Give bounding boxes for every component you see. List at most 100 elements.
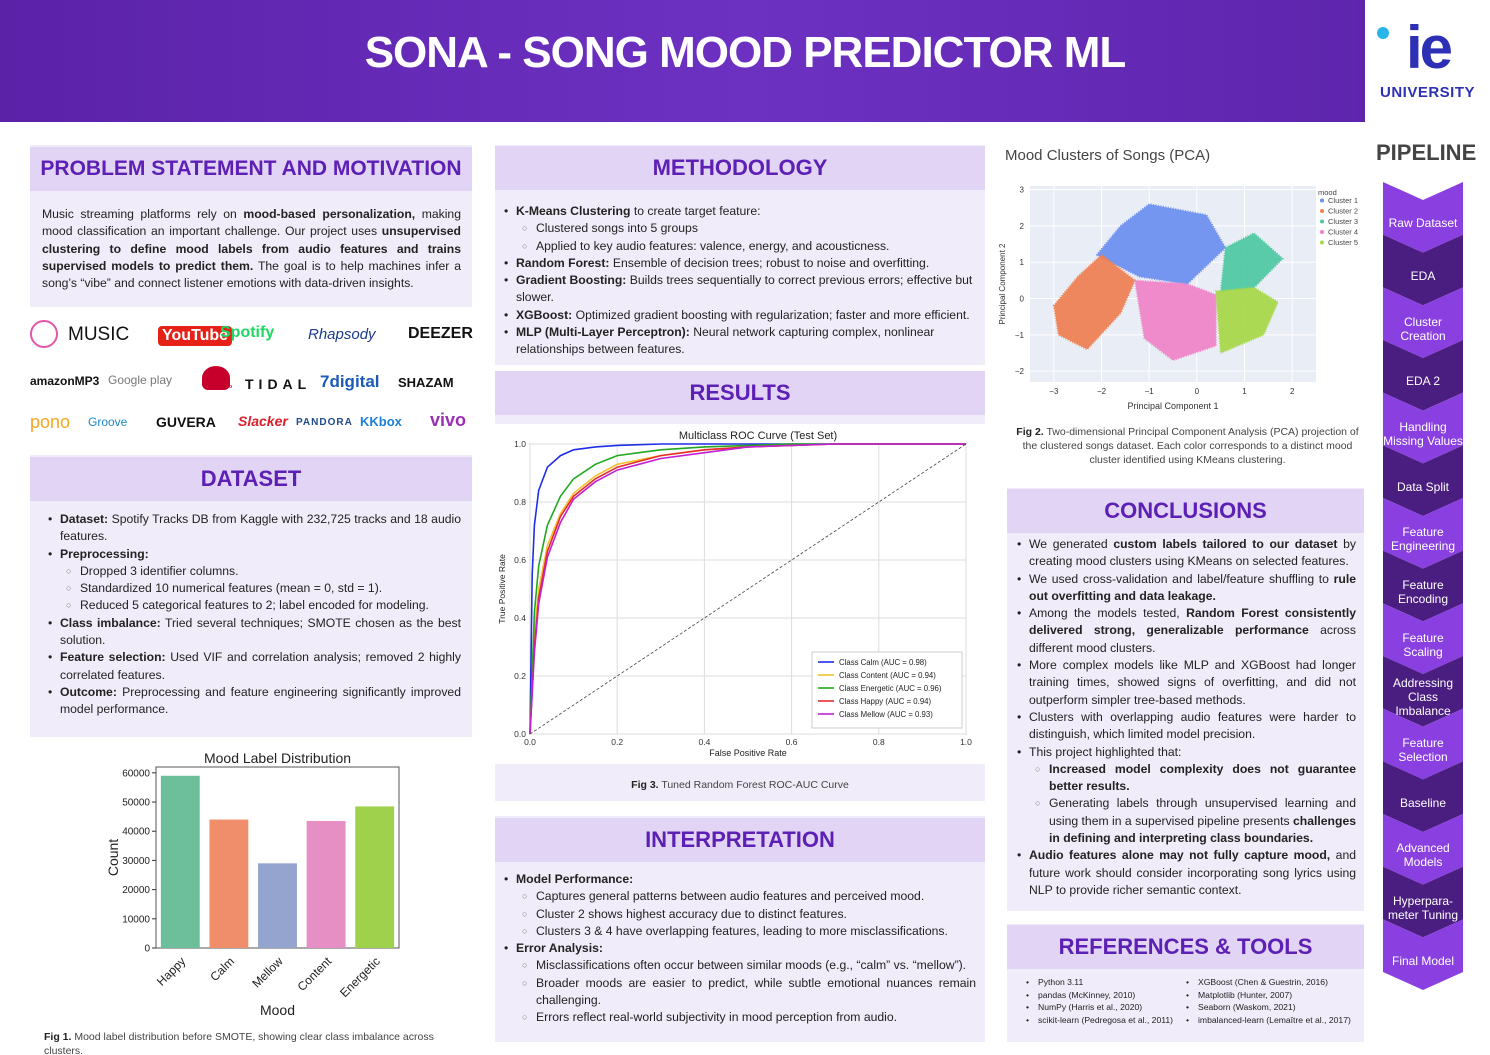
x-tick-label: 1 (1242, 387, 1247, 396)
y-tick-label: 40000 (122, 827, 150, 838)
method-item: MLP (Multi-Layer Perceptron): Neural net… (504, 324, 976, 359)
dataset-subitem: Standardized 10 numerical features (mean… (48, 580, 461, 598)
cluster-region (1052, 253, 1137, 351)
pipeline-step: Baseline (1399, 795, 1447, 810)
reference-item: imbalanced-learn (Lemaître et al., 2017) (1186, 1014, 1362, 1027)
dataset-subitem: Dropped 3 identifier columns. (48, 563, 461, 581)
pipeline-step-shape (1383, 287, 1463, 358)
y-tick-label: 0 (144, 944, 150, 955)
x-tick-label: 0 (1195, 387, 1200, 396)
conclusions-list: We generated custom labels tailored to o… (1017, 536, 1356, 899)
interp-subitem: Misclassifications often occur between s… (504, 957, 976, 975)
legend-label: Class Calm (AUC = 0.98) (839, 658, 927, 667)
logo-shazam: SHAZAM (398, 375, 454, 390)
x-tick-label: −3 (1049, 387, 1059, 396)
method-item: K-Means Clustering to create target feat… (504, 203, 976, 221)
pipeline-step: Feature Scaling (1402, 630, 1444, 659)
reference-item: pandas (McKinney, 2010) (1026, 989, 1186, 1002)
interpretation-list: Model Performance: Captures general patt… (504, 871, 976, 1027)
poster-header: SONA - SONG MOOD PREDICTOR ML (0, 0, 1490, 122)
methodology-list: K-Means Clustering to create target feat… (504, 203, 976, 359)
logo-vivo: vivo (430, 410, 467, 430)
methodology-heading: METHODOLOGY (495, 146, 985, 190)
conclusion-item: Among the models tested, Random Forest c… (1017, 605, 1356, 657)
pipeline-step: EDA (1410, 268, 1436, 283)
logo-music: MUSIC (68, 324, 130, 345)
pipeline-step-shape (1383, 919, 1463, 990)
cluster-region (1133, 279, 1217, 362)
fig1-caption: Fig 1. Mood label distribution before SM… (44, 1031, 434, 1055)
y-tick-label: 10000 (122, 914, 150, 925)
y-axis-label: Principal Component 2 (998, 243, 1007, 324)
pipeline-step-shape (1383, 866, 1463, 938)
apple-music-icon (30, 320, 58, 348)
x-tick-label: Happy (154, 954, 188, 988)
problem-heading: PROBLEM STATEMENT AND MOTIVATION (30, 147, 472, 191)
dataset-item: Dataset: Spotify Tracks DB from Kaggle w… (48, 511, 461, 546)
references-right: XGBoost (Chen & Guestrin, 2016) Matplotl… (1186, 976, 1362, 1026)
cluster-region (1219, 232, 1285, 293)
interp-subitem: Captures general patterns between audio … (504, 888, 976, 906)
logo-mark: ie (1405, 14, 1453, 81)
legend-label: Cluster 1 (1328, 196, 1358, 205)
dataset-item: Feature selection: Used VIF and correlat… (48, 649, 461, 684)
chance-line (529, 443, 967, 735)
dataset-item: Class imbalance: Tried several technique… (48, 615, 461, 650)
pipeline-step-shape (1383, 814, 1463, 885)
pipeline-step: Hyperpara-meter Tuning (1387, 893, 1459, 922)
x-axis-label: Principal Component 1 (1127, 401, 1218, 411)
y-tick-label: 3 (1020, 186, 1025, 195)
interp-subitem: Cluster 2 shows highest accuracy due to … (504, 906, 976, 924)
logo-spotify: Spotify (220, 324, 275, 341)
logo-dot (1377, 27, 1389, 39)
reference-item: Python 3.11 (1026, 976, 1186, 989)
legend-label: Class Content (AUC = 0.94) (839, 671, 936, 680)
pipeline-step-shape (1383, 603, 1463, 674)
logo-deezer: DEEZER (408, 325, 473, 342)
x-tick-label: Calm (207, 954, 237, 984)
y-tick-label: 0.2 (514, 671, 526, 681)
pipeline-step-shape (1383, 550, 1463, 622)
results-heading: RESULTS (495, 371, 985, 415)
y-tick-label: 0.4 (514, 613, 526, 623)
x-tick-label: −1 (1145, 387, 1155, 396)
legend-label: Class Happy (AUC = 0.94) (839, 697, 931, 706)
bar (258, 863, 297, 948)
method-item: XGBoost: Optimized gradient boosting wit… (504, 307, 976, 325)
legend-box (811, 651, 963, 729)
iheartradio-icon (202, 366, 230, 390)
reference-item: XGBoost (Chen & Guestrin, 2016) (1186, 976, 1362, 989)
x-tick-label: Mellow (249, 954, 286, 991)
poster-title: SONA - SONG MOOD PREDICTOR ML (364, 28, 1127, 77)
streaming-logos: MUSIC YouTube Spotify Rhapsody DEEZER am… (30, 318, 475, 438)
fig2-caption: Fig 2. Two-dimensional Principal Compone… (1016, 426, 1359, 466)
fig3-caption: Fig 3. Tuned Random Forest ROC-AUC Curve (631, 779, 849, 791)
y-tick-label: 30000 (122, 856, 150, 867)
x-tick-label: 0.8 (873, 737, 885, 747)
conclusion-item: We used cross-validation and label/featu… (1017, 571, 1356, 606)
conclusion-subitem: Increased model complexity does not guar… (1017, 761, 1356, 796)
legend-title: mood (1318, 188, 1337, 197)
y-tick-label: −1 (1015, 331, 1025, 340)
x-tick-label: −2 (1097, 387, 1107, 396)
method-item: Random Forest: Ensemble of decision tree… (504, 255, 976, 273)
dataset-list: Dataset: Spotify Tracks DB from Kaggle w… (48, 511, 461, 719)
y-tick-label: 20000 (122, 885, 150, 896)
pipeline-step: EDA 2 (1405, 374, 1441, 389)
logo-google-play: Google play (108, 373, 173, 387)
ie-university-logo: ie UNIVERSITY (1365, 0, 1490, 122)
conclusion-item: Clusters with overlapping audio features… (1017, 709, 1356, 744)
pipeline-step: Addressing Class Imbalance (1392, 676, 1454, 719)
chart-title: Multiclass ROC Curve (Test Set) (679, 430, 837, 442)
chart-title: Mood Clusters of Songs (PCA) (1005, 147, 1210, 164)
interp-subitem: Clusters 3 & 4 have overlapping features… (504, 923, 976, 941)
logo-groove: Groove (88, 415, 128, 429)
legend-marker (1320, 209, 1324, 213)
legend-label: Cluster 3 (1328, 217, 1358, 226)
y-tick-label: 0.6 (514, 555, 526, 565)
legend-label: Cluster 2 (1328, 207, 1358, 216)
legend-label: Class Mellow (AUC = 0.93) (839, 710, 933, 719)
y-axis-label: True Positive Rate (497, 554, 507, 624)
bar (306, 821, 346, 948)
conclusion-item: We generated custom labels tailored to o… (1017, 536, 1356, 571)
